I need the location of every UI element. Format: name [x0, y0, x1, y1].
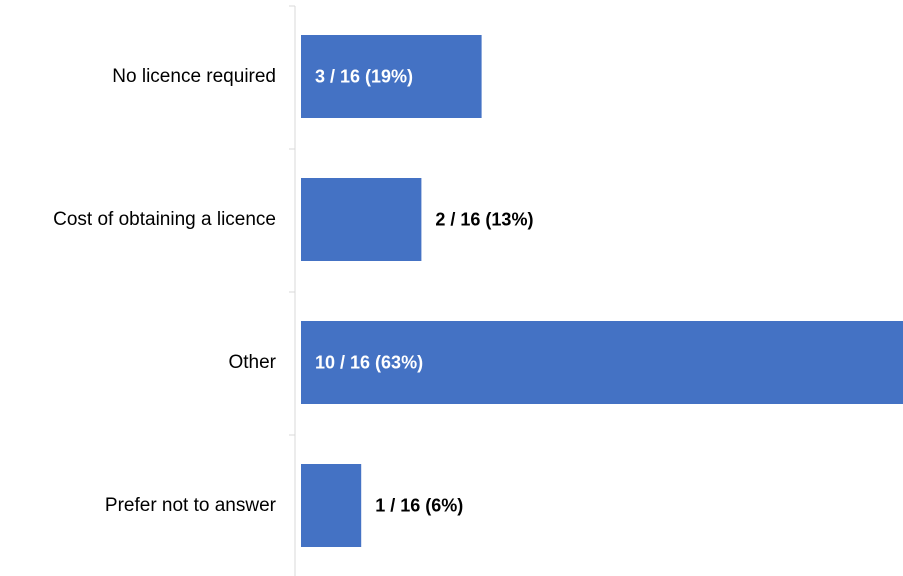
data-label: 3 / 16 (19%) [315, 67, 413, 87]
category-label: Prefer not to answer [105, 495, 277, 516]
bar [301, 178, 422, 261]
bars [301, 35, 903, 547]
data-label: 1 / 16 (6%) [375, 496, 463, 516]
category-label: No licence required [112, 66, 276, 87]
category-labels: No licence required Cost of obtaining a l… [53, 66, 277, 516]
category-label: Other [228, 352, 276, 373]
bar [301, 35, 482, 118]
bar [301, 321, 903, 404]
bar [301, 464, 362, 547]
category-axis [289, 5, 296, 576]
data-label: 10 / 16 (63%) [315, 353, 423, 373]
data-label: 2 / 16 (13%) [435, 210, 533, 230]
category-label: Cost of obtaining a licence [53, 209, 276, 230]
data-labels: 3 / 16 (19%) 2 / 16 (13%) 10 / 16 (63%) 1 /… [315, 67, 533, 516]
